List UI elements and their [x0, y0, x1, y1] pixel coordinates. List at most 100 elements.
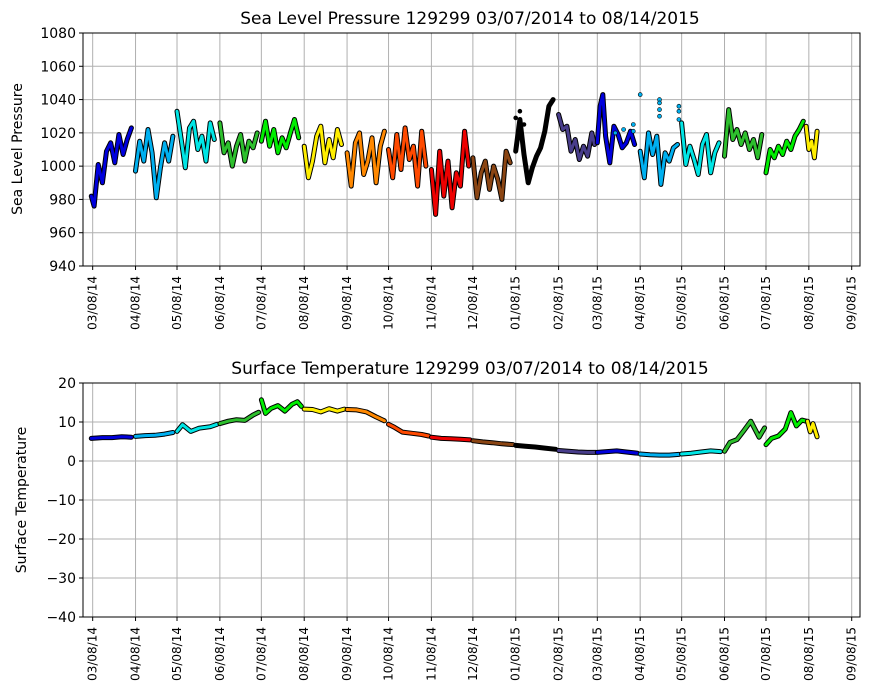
chart-2-x-tick-label: 05/08/15 — [675, 627, 689, 681]
chart-2-x-tick-label: 06/08/15 — [718, 627, 732, 681]
chart-1-series-line — [134, 128, 175, 200]
chart-1-point — [657, 113, 662, 119]
chart-2-title: Surface Temperature 129299 03/07/2014 to… — [231, 359, 708, 379]
chart-1-y-tick-label: 1000 — [40, 159, 76, 175]
chart-1-x-tick-label: 04/08/14 — [129, 276, 143, 330]
chart-1-y-tick-label: 980 — [49, 192, 76, 208]
chart-1-title: Sea Level Pressure 129299 03/07/2014 to … — [240, 9, 699, 29]
chart-1-x-tick-label: 06/08/15 — [718, 276, 732, 330]
chart-1-series-line — [764, 119, 805, 175]
chart-1-y-tick-label: 1060 — [40, 59, 76, 75]
chart-2-series-line — [259, 398, 303, 415]
chart-2-series-line — [429, 435, 472, 442]
chart-1-series-line — [302, 124, 343, 180]
chart-2-series-line — [723, 419, 767, 453]
chart-1-y-tick-label: 940 — [49, 259, 76, 275]
chart-1-series-line — [595, 93, 637, 165]
chart-2-series-line — [595, 449, 639, 455]
chart-1-axes-frame — [82, 32, 861, 267]
chart-1-x-tick-label: 07/08/15 — [759, 276, 773, 330]
chart-2-x-tick-label: 03/08/15 — [590, 627, 604, 681]
chart-2-series-line — [218, 410, 261, 426]
chart-1-x-tick-label: 03/08/15 — [590, 276, 604, 330]
chart-1-y-tick-label: 1020 — [40, 126, 76, 142]
chart-2-y-tick-label: 10 — [58, 415, 76, 431]
chart-1-y-tick-label: 1080 — [40, 26, 76, 42]
chart-2-series-line — [680, 449, 722, 456]
chart-1-series-line — [218, 121, 259, 168]
chart-1-x-tick-label: 08/08/15 — [802, 276, 816, 330]
chart-2-series-line — [806, 419, 819, 439]
chart-2-series-line — [387, 422, 431, 438]
chart-2-x-tick-label: 07/08/15 — [759, 627, 773, 681]
chart-1-series-line — [471, 149, 512, 201]
chart-1-point — [513, 115, 519, 121]
chart-2-series-line — [345, 408, 386, 423]
chart-2-x-tick-label: 06/08/14 — [213, 627, 227, 681]
chart-1-series-line — [387, 126, 428, 188]
chart-2-x-tick-label: 11/08/14 — [424, 627, 438, 681]
chart-2-x-tick-label: 09/08/14 — [340, 627, 354, 681]
chart-2-x-tick-label: 08/08/15 — [802, 627, 816, 681]
chart-1-x-tick-label: 06/08/14 — [213, 276, 227, 330]
chart-1-point — [621, 127, 626, 132]
chart-2-y-tick-label: −30 — [46, 571, 76, 587]
chart-1-x-tick-label: 11/08/14 — [424, 276, 438, 330]
chart-2-x-tick-label: 04/08/14 — [129, 627, 143, 681]
chart-1-x-tick-label: 04/08/15 — [633, 276, 647, 330]
chart-2-plot: −40 −30 −20 −10 0 10 20 03/08/14 04/08/14 05/08/1… — [46, 376, 861, 681]
chart-1-series-line — [804, 124, 819, 160]
chart-2-y-tick-label: −10 — [46, 493, 76, 509]
chart-1-x-tick-label: 03/08/14 — [86, 276, 100, 330]
chart-1-x-tick-label: 09/08/14 — [340, 276, 354, 330]
chart-1-series-line — [175, 109, 216, 170]
chart-1-y-tick-label: 960 — [49, 226, 76, 242]
chart-1-x-tick-label: 08/08/14 — [297, 276, 311, 330]
chart-1-series-line — [638, 131, 679, 186]
chart-2-x-tick-label: 01/08/15 — [509, 627, 523, 681]
chart-2-x-tick-label: 07/08/14 — [254, 627, 268, 681]
chart-2-series-line — [638, 452, 681, 457]
chart-2-y-tick-label: 20 — [58, 376, 76, 392]
chart-1-series-line — [723, 108, 764, 160]
chart-1-series-line — [514, 98, 555, 185]
chart-2-axes-frame — [82, 382, 861, 618]
chart-1-point — [517, 108, 523, 114]
chart-1-x-tick-label: 05/08/14 — [170, 276, 184, 330]
chart-2-x-tick-label: 10/08/14 — [382, 627, 396, 681]
chart-2-series-line — [557, 449, 598, 454]
chart-1-point — [637, 92, 643, 97]
chart-1-plot: 940 960 980 1000 1020 1040 1060 1080 03/08/14 04/… — [40, 26, 861, 330]
chart-1-series-line — [259, 118, 301, 155]
chart-1-series-line — [680, 121, 721, 176]
chart-2-series-line — [514, 443, 558, 451]
chart-2-x-tick-label: 05/08/14 — [170, 627, 184, 681]
chart-2-series-line — [764, 411, 808, 447]
chart-1-point — [676, 117, 682, 122]
chart-1-series-line — [89, 126, 133, 208]
chart-1-x-tick-label: 07/08/14 — [254, 276, 268, 330]
chart-2-series-line — [302, 407, 346, 414]
chart-2-y-axis-label: Surface Temperature — [14, 427, 30, 573]
chart-1-x-tick-label: 12/08/14 — [466, 276, 480, 330]
chart-2-y-tick-label: −20 — [46, 532, 76, 548]
chart-1-x-tick-label: 09/08/15 — [845, 276, 859, 330]
chart-2-x-tick-label: 02/08/15 — [552, 627, 566, 681]
chart-1-x-tick-label: 02/08/15 — [552, 276, 566, 330]
chart-2-x-tick-label: 08/08/14 — [297, 627, 311, 681]
chart-1-x-tick-label: 05/08/15 — [675, 276, 689, 330]
chart-1-point — [630, 122, 636, 127]
chart-2-x-tick-label: 12/08/14 — [466, 627, 480, 681]
chart-1-point — [521, 122, 527, 127]
chart-1-series-line — [557, 113, 596, 161]
chart-1-point — [612, 130, 618, 136]
chart-2-y-tick-label: −40 — [46, 610, 76, 626]
chart-2-x-tick-label: 03/08/14 — [86, 627, 100, 681]
chart-1-point — [676, 103, 682, 109]
chart-2-x-tick-label: 04/08/15 — [633, 627, 647, 681]
chart-1-y-axis-label: Sea Level Pressure — [10, 83, 26, 215]
chart-1-point — [657, 107, 662, 112]
chart-1-point — [630, 128, 636, 134]
